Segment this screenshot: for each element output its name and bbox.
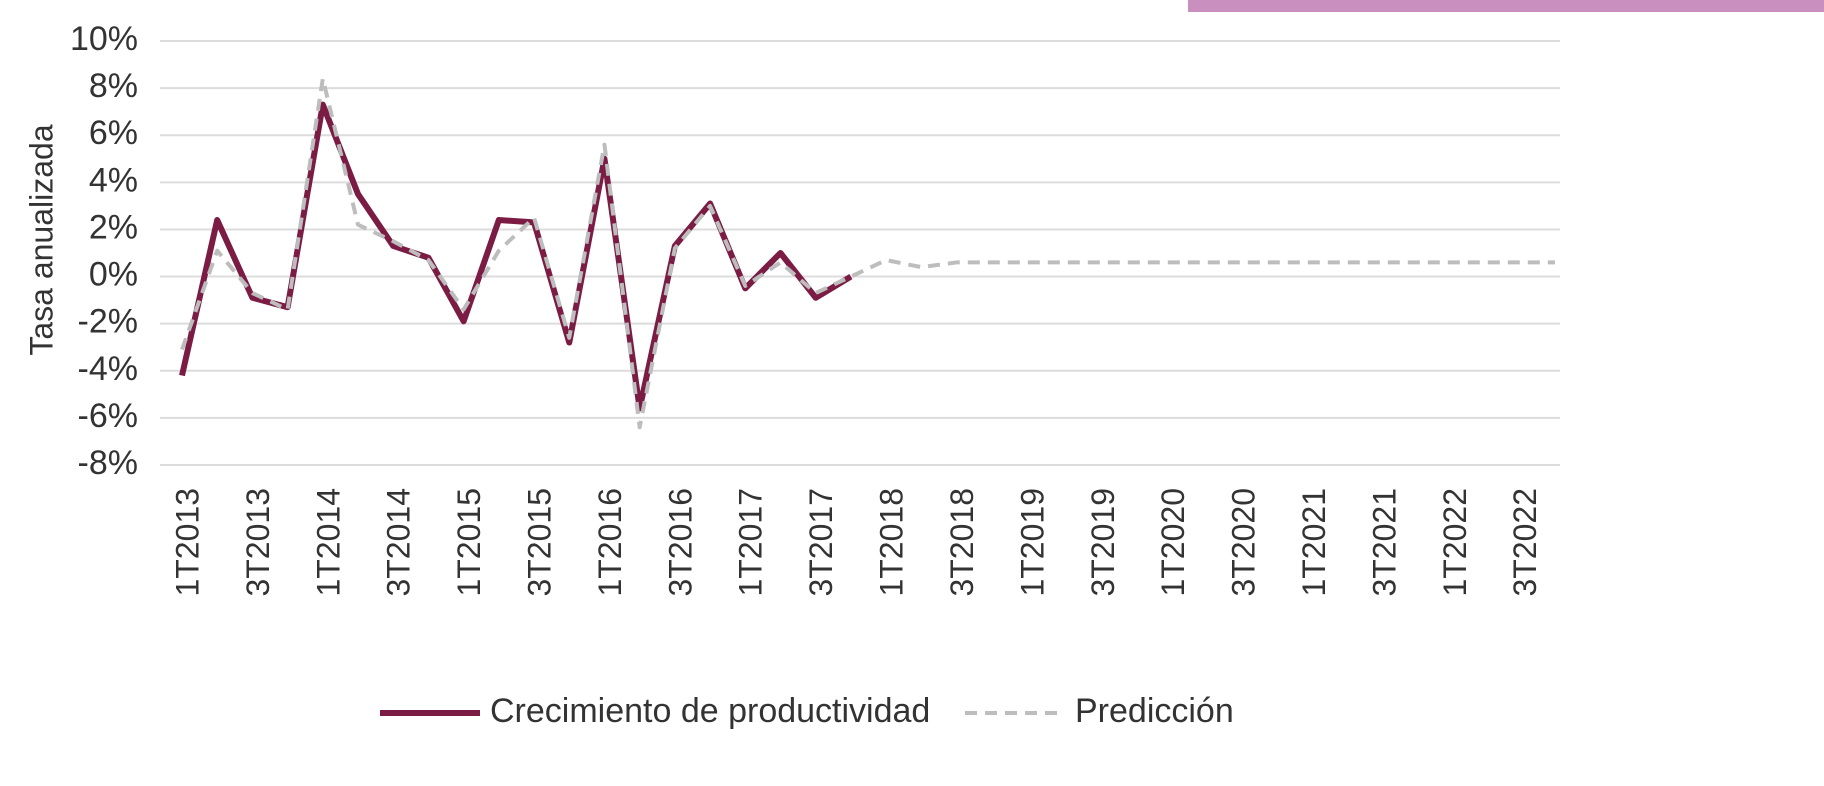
x-tick-label: 3T2014: [381, 488, 417, 597]
x-tick-label: 3T2017: [803, 488, 839, 597]
x-tick-label: 3T2021: [1366, 488, 1402, 597]
x-tick-label: 1T2022: [1437, 488, 1473, 597]
x-tick-label: 3T2022: [1507, 488, 1543, 597]
x-tick-label: 3T2018: [944, 488, 980, 597]
y-tick-label: 8%: [89, 67, 138, 105]
legend-label: Crecimiento de productividad: [490, 692, 930, 730]
y-tick-label: 6%: [89, 114, 138, 152]
x-tick-label: 3T2016: [662, 488, 698, 597]
x-tick-label: 1T2013: [169, 488, 205, 597]
y-tick-label: -6%: [78, 397, 138, 435]
x-tick-label: 3T2013: [240, 488, 276, 597]
x-tick-label: 3T2019: [1085, 488, 1121, 597]
x-tick-label: 1T2015: [451, 488, 487, 597]
y-axis-label: Tasa anualizada: [23, 124, 59, 355]
y-tick-label: 4%: [89, 161, 138, 199]
x-tick-label: 1T2018: [874, 488, 910, 597]
y-tick-label: 2%: [89, 208, 138, 246]
y-tick-label: -8%: [78, 444, 138, 482]
y-tick-label: 10%: [70, 20, 138, 58]
series-line: [179, 101, 853, 412]
x-tick-label: 1T2019: [1014, 488, 1050, 597]
x-tick-label: 1T2014: [310, 488, 346, 597]
x-tick-label: 3T2015: [522, 488, 558, 597]
y-tick-label: 0%: [89, 256, 138, 294]
series-line: [180, 76, 1555, 430]
x-tick-label: 1T2021: [1296, 488, 1332, 597]
x-tick-label: 1T2016: [592, 488, 628, 597]
x-tick-label: 1T2017: [733, 488, 769, 597]
y-tick-label: -2%: [78, 303, 138, 341]
decor-bar: [1188, 0, 1824, 12]
x-tick-label: 1T2020: [1155, 488, 1191, 597]
legend-label: Predicción: [1075, 692, 1234, 730]
y-tick-label: -4%: [78, 350, 138, 388]
x-tick-label: 3T2020: [1226, 488, 1262, 597]
